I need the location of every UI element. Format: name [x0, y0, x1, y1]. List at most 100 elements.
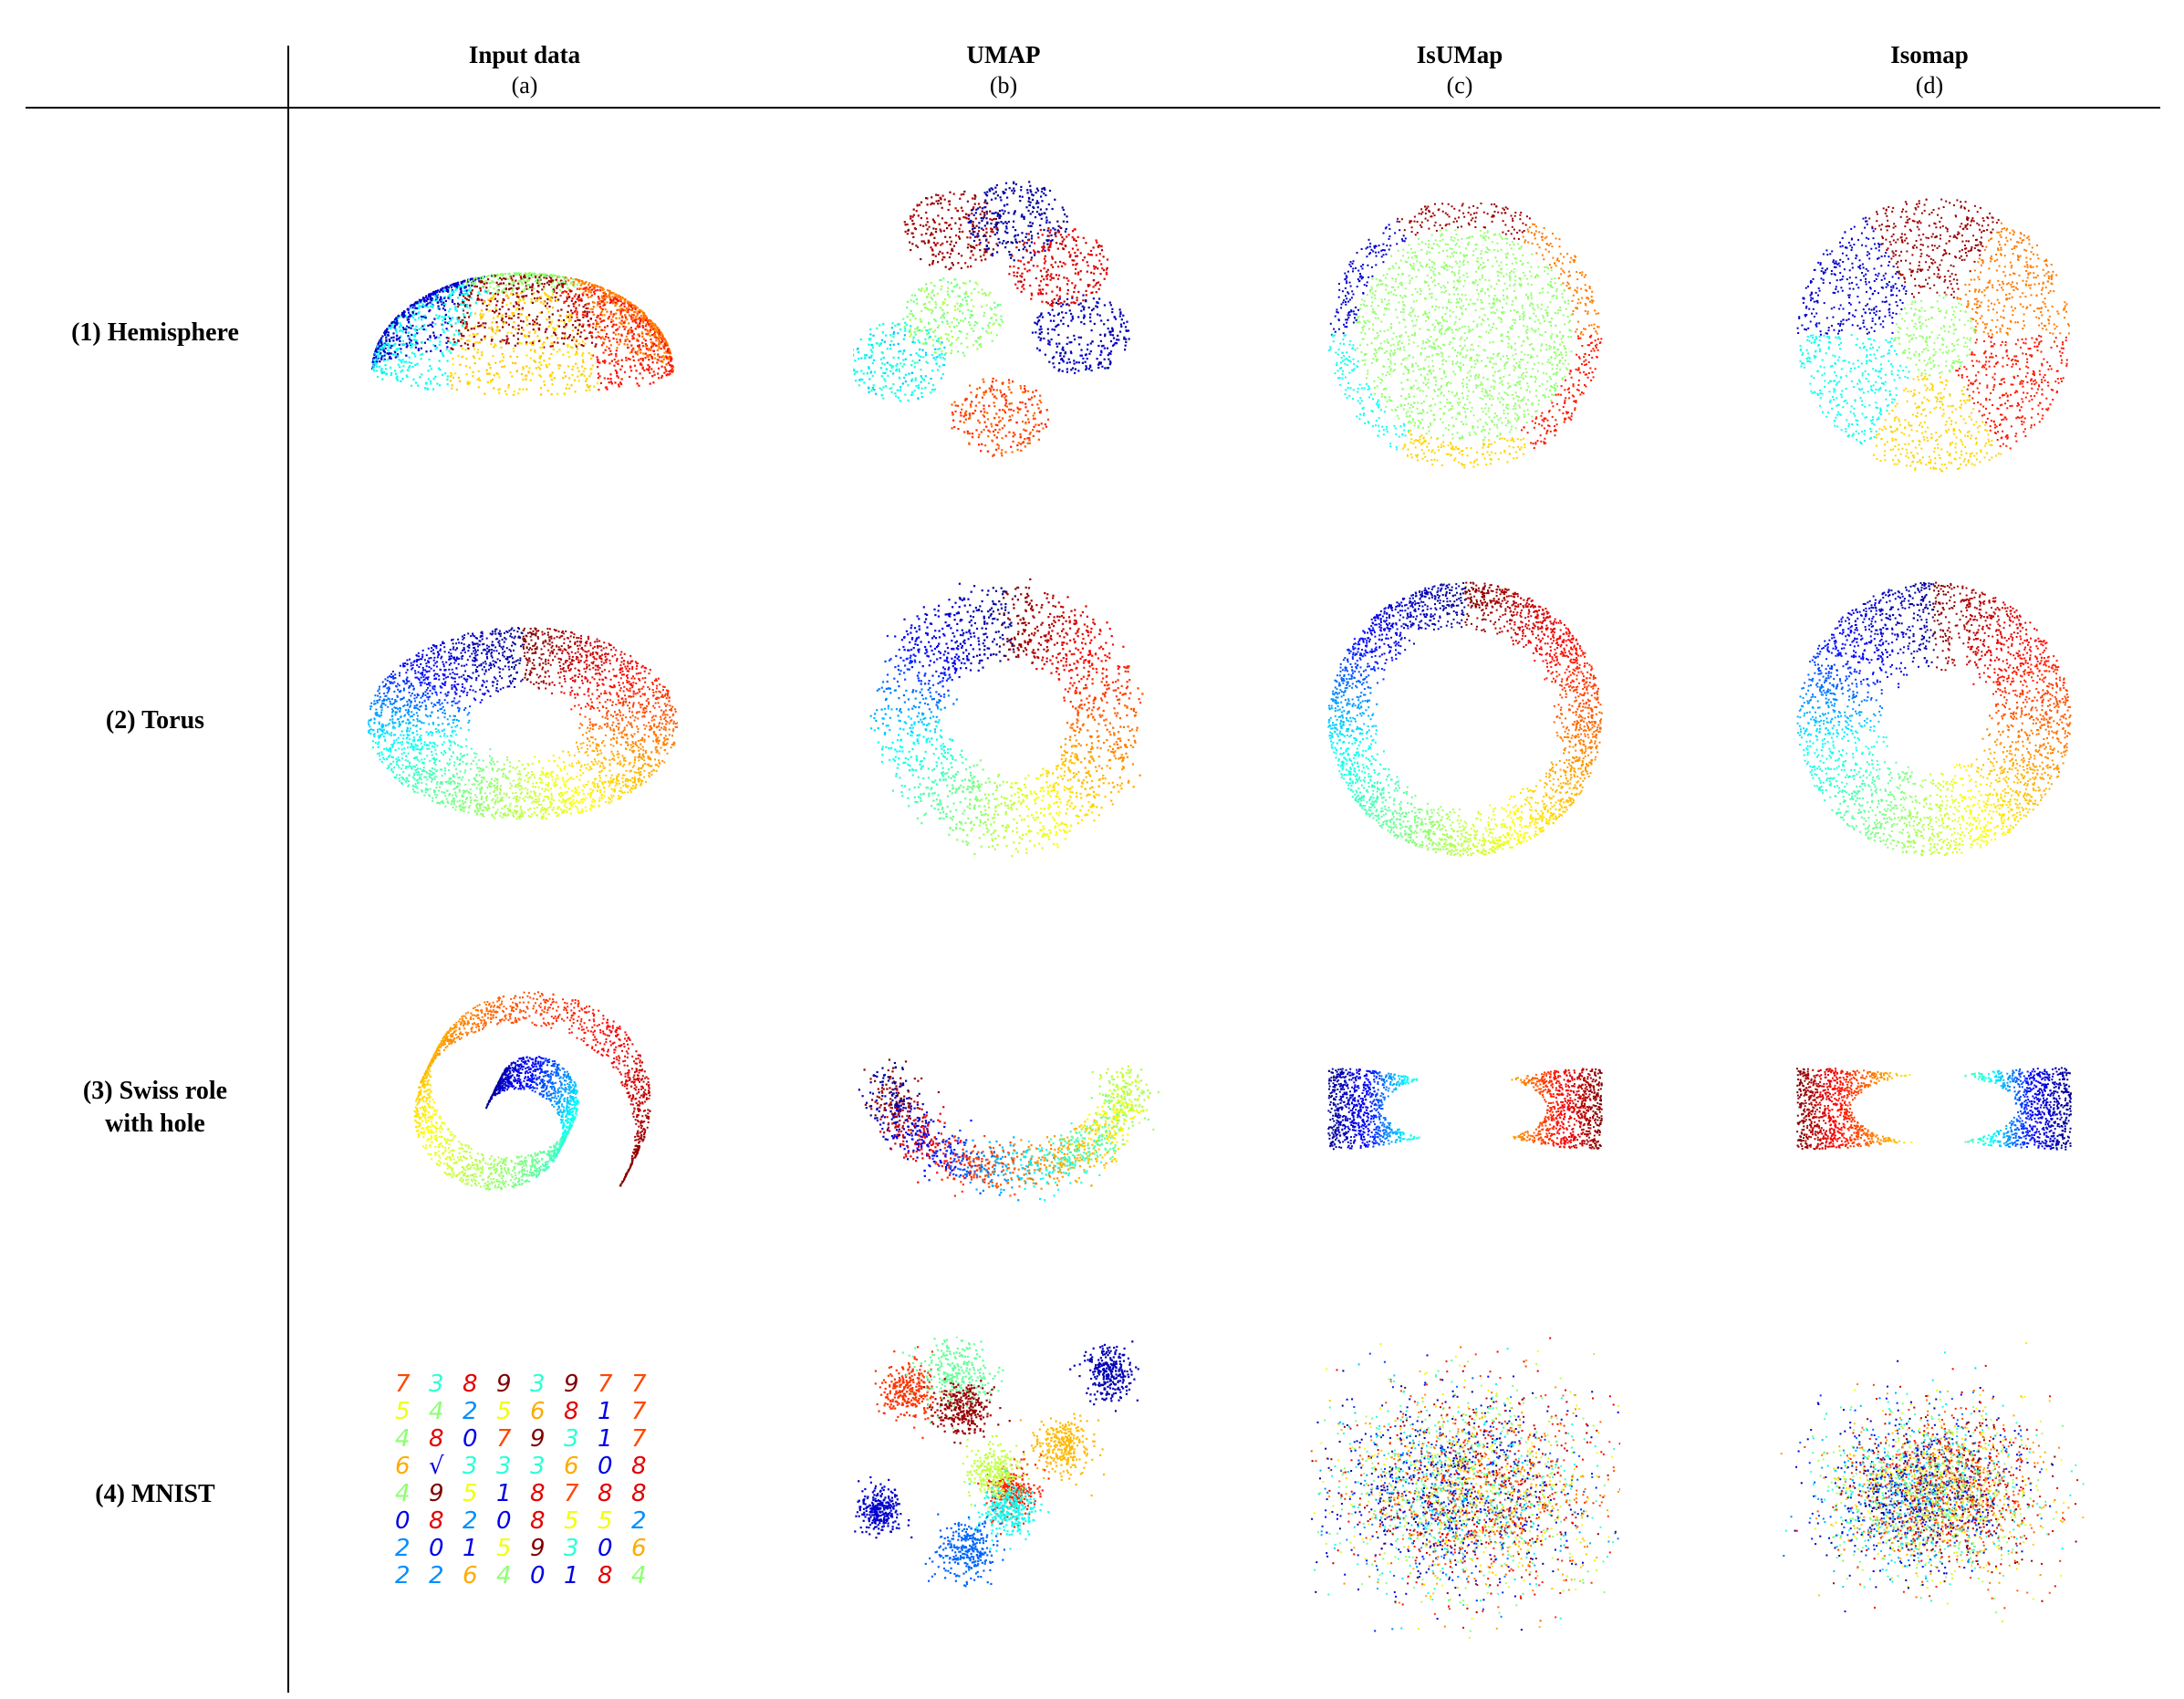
- scatter-point: [599, 313, 602, 317]
- scatter-point: [941, 314, 944, 317]
- scatter-point: [959, 310, 962, 313]
- scatter-point: [1072, 264, 1075, 266]
- scatter-point: [920, 375, 922, 378]
- scatter-point: [478, 379, 482, 381]
- scatter-point: [520, 319, 523, 322]
- scatter-point: [536, 318, 538, 321]
- scatter-point: [1032, 429, 1035, 432]
- scatter-point: [992, 393, 994, 396]
- scatter-point: [579, 287, 582, 290]
- scatter-point: [1090, 329, 1093, 332]
- scatter-point: [1063, 238, 1066, 241]
- scatter-point: [600, 328, 604, 331]
- scatter-point: [1409, 282, 1411, 285]
- scatter-point: [911, 340, 914, 343]
- scatter-point: [475, 276, 478, 280]
- scatter-point: [387, 352, 390, 356]
- scatter-point: [384, 352, 387, 355]
- scatter-point: [378, 365, 381, 368]
- scatter-point: [619, 298, 622, 302]
- scatter-point: [991, 425, 993, 428]
- scatter-point: [1492, 388, 1495, 391]
- scatter-point: [1530, 275, 1533, 277]
- scatter-point: [463, 313, 465, 316]
- scatter-point: [853, 349, 854, 351]
- scatter-point: [1466, 454, 1469, 457]
- scatter-point: [437, 367, 441, 370]
- scatter-point: [1001, 395, 1004, 398]
- scatter-point: [995, 412, 998, 415]
- scatter-point: [532, 328, 535, 331]
- scatter-point: [1003, 392, 1006, 396]
- scatter-point: [1513, 237, 1515, 240]
- scatter-point: [619, 297, 621, 299]
- scatter-point: [599, 311, 602, 314]
- scatter-point: [1030, 256, 1033, 259]
- scatter-point: [1100, 249, 1104, 252]
- scatter-point: [1031, 403, 1034, 406]
- scatter-point: [504, 287, 507, 290]
- scatter-point: [1491, 203, 1493, 205]
- scatter-point: [417, 317, 421, 319]
- scatter-point: [922, 224, 925, 227]
- scatter-point: [465, 373, 468, 376]
- scatter-point: [897, 396, 900, 399]
- scatter-point: [1005, 225, 1008, 228]
- scatter-point: [992, 430, 995, 433]
- scatter-point: [890, 366, 893, 370]
- scatter-point: [596, 382, 598, 385]
- scatter-point: [926, 197, 929, 200]
- scatter-point: [1082, 294, 1085, 297]
- scatter-point: [581, 280, 584, 283]
- scatter-point: [882, 386, 885, 389]
- scatter-point: [619, 381, 622, 384]
- scatter-point: [1036, 250, 1039, 253]
- scatter-point: [1361, 328, 1364, 331]
- scatter-point: [904, 373, 907, 376]
- scatter-point: [1087, 284, 1089, 287]
- scatter-point: [645, 348, 648, 350]
- scatter-point: [960, 303, 962, 306]
- scatter-point: [1067, 358, 1070, 360]
- scatter-point: [402, 311, 405, 314]
- scatter-point: [1083, 315, 1086, 318]
- scatter-point: [431, 292, 433, 295]
- scatter-point: [1079, 336, 1083, 339]
- scatter-point: [620, 334, 623, 337]
- scatter-point: [599, 381, 602, 384]
- scatter-point: [1352, 321, 1355, 324]
- scatter-point: [922, 240, 925, 243]
- scatter-point: [1075, 264, 1077, 266]
- scatter-point: [1588, 324, 1590, 327]
- scatter-point: [1127, 329, 1130, 332]
- scatter-point: [564, 326, 567, 328]
- scatter-point: [602, 304, 605, 307]
- scatter-point: [1492, 265, 1494, 267]
- scatter-point: [964, 216, 967, 219]
- scatter-point: [1097, 245, 1100, 248]
- scatter-point: [1522, 313, 1524, 316]
- scatter-point: [1019, 401, 1022, 404]
- scatter-point: [1359, 273, 1361, 276]
- scatter-point: [533, 320, 536, 323]
- scatter-point: [604, 326, 607, 328]
- scatter-point: [544, 305, 547, 307]
- scatter-point: [492, 281, 494, 284]
- scatter-point: [1070, 301, 1073, 304]
- scatter-point: [463, 279, 465, 283]
- scatter-point: [654, 331, 657, 334]
- scatter-point: [381, 335, 384, 338]
- scatter-point: [494, 332, 497, 335]
- scatter-point: [1100, 263, 1103, 266]
- scatter-point: [537, 284, 540, 287]
- scatter-point: [477, 291, 480, 294]
- scatter-point: [416, 362, 419, 365]
- scatter-point: [376, 350, 379, 353]
- scatter-point: [628, 358, 630, 360]
- scatter-point: [1060, 358, 1063, 360]
- scatter-point: [418, 307, 421, 310]
- scatter-point: [915, 210, 918, 213]
- scatter-point: [1520, 212, 1523, 214]
- scatter-point: [1012, 225, 1014, 228]
- scatter-point: [934, 306, 937, 309]
